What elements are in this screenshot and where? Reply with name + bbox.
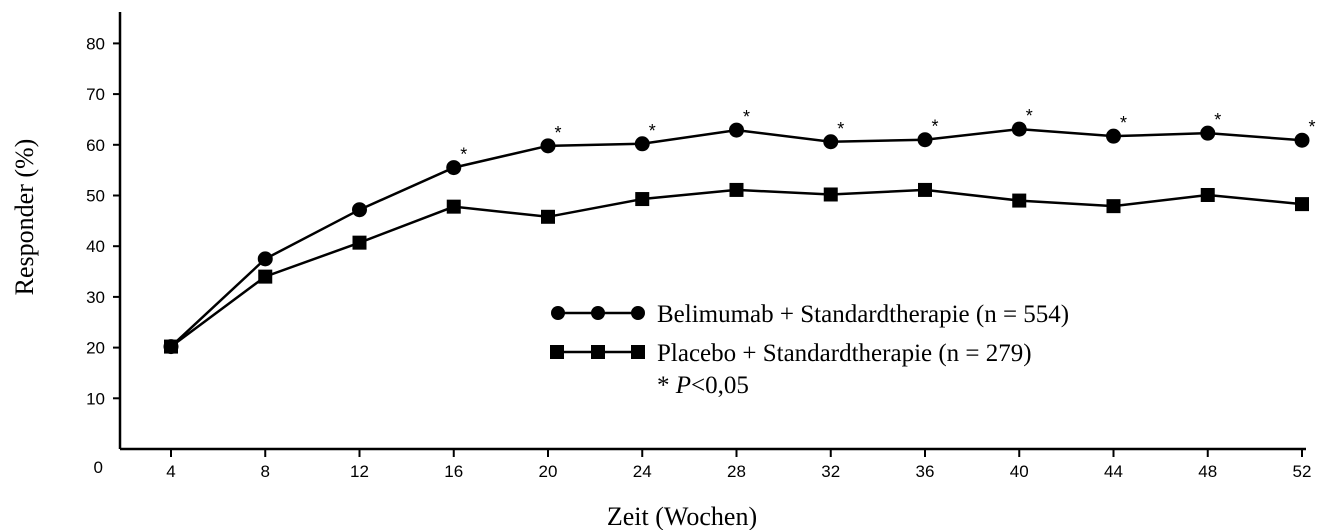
data-point-circle: [446, 160, 462, 176]
legend-marker-circle: [631, 306, 645, 320]
legend-marker-circle: [551, 306, 565, 320]
significance-star: *: [743, 107, 750, 127]
data-point-square: [352, 235, 367, 250]
x-tick-label: 16: [444, 462, 463, 481]
data-point-circle: [1294, 132, 1310, 148]
y-tick-label: 70: [86, 85, 105, 104]
y-tick-label: 10: [86, 389, 105, 408]
x-tick-label: 20: [539, 462, 558, 481]
data-point-square: [1106, 199, 1121, 214]
data-point-square: [258, 269, 273, 284]
x-tick-label: 48: [1198, 462, 1217, 481]
x-tick-label: 36: [916, 462, 935, 481]
significance-note: * P<0,05: [657, 372, 749, 399]
data-point-square: [823, 187, 838, 202]
significance-star: *: [1120, 113, 1127, 133]
legend: Belimumab + Standardtherapie (n = 554) P…: [550, 301, 1069, 399]
significance-note-prefix: *: [657, 372, 676, 399]
legend-marker-square: [550, 345, 564, 359]
x-axis-title: Zeit (Wochen): [607, 502, 757, 530]
data-point-square: [1200, 187, 1215, 202]
significance-star: *: [837, 119, 844, 139]
data-point-square: [446, 199, 461, 214]
data-point-square: [635, 192, 650, 207]
x-axis-ticks: 4 8 12 16 20 24 28 32 36 40 44 48 52: [166, 449, 1311, 481]
y-tick-label: 30: [86, 288, 105, 307]
x-tick-label: 12: [350, 462, 369, 481]
significance-star: *: [931, 117, 938, 137]
significance-note-p: P: [675, 372, 691, 399]
data-point-square: [918, 182, 932, 197]
y-tick-label: 40: [86, 237, 105, 256]
x-tick-label: 28: [727, 462, 746, 481]
x-tick-label: 32: [821, 462, 840, 481]
legend-marker-square: [631, 345, 645, 359]
data-point-square: [729, 182, 744, 197]
data-point-circle: [352, 202, 367, 218]
x-tick-label: 40: [1010, 462, 1029, 481]
legend-marker-square: [591, 345, 605, 359]
x-tick-label: 24: [633, 462, 652, 481]
data-point-circle: [823, 134, 839, 150]
legend-item-belimumab: Belimumab + Standardtherapie (n = 554): [551, 301, 1069, 328]
data-point-square: [541, 209, 555, 224]
legend-item-placebo: Placebo + Standardtherapie (n = 279): [550, 340, 1032, 367]
y-axis-ticks: 0 10 20 30 40 50 60 70 80: [86, 34, 120, 477]
series-layer: [163, 121, 1310, 355]
data-point-circle: [729, 122, 744, 138]
data-point-square: [1295, 197, 1309, 212]
significance-star: *: [649, 121, 656, 141]
y-tick-label: 0: [94, 458, 103, 477]
y-tick-label: 60: [86, 136, 105, 155]
y-tick-label: 50: [86, 187, 105, 206]
series-placebo: [164, 182, 1309, 354]
data-point-circle: [257, 251, 273, 267]
x-tick-label: 8: [261, 462, 270, 481]
data-point-circle: [1200, 125, 1216, 141]
data-point-circle: [917, 132, 933, 148]
y-axis-title: Responder (%): [10, 139, 39, 296]
axes: [118, 12, 1306, 451]
significance-star: *: [554, 123, 561, 143]
x-tick-label: 4: [166, 462, 175, 481]
legend-label-placebo: Placebo + Standardtherapie (n = 279): [657, 340, 1032, 367]
significance-star: *: [460, 145, 467, 165]
data-point-square: [1012, 193, 1027, 208]
data-point-circle: [1011, 121, 1027, 137]
significance-markers: * * * * * * * * * *: [460, 106, 1315, 165]
legend-marker-circle: [591, 306, 605, 320]
data-point-circle: [634, 136, 650, 152]
x-tick-label: 44: [1104, 462, 1123, 481]
significance-star: *: [1026, 106, 1033, 126]
data-point-circle: [540, 138, 556, 154]
y-tick-label: 80: [86, 34, 105, 53]
data-point-square: [164, 339, 178, 354]
significance-star: *: [1308, 117, 1315, 137]
significance-star: *: [1214, 110, 1221, 130]
x-tick-label: 52: [1293, 462, 1312, 481]
data-point-circle: [1106, 128, 1121, 144]
legend-label-belimumab: Belimumab + Standardtherapie (n = 554): [657, 301, 1069, 328]
significance-note-value: <0,05: [691, 372, 749, 399]
y-tick-label: 20: [86, 339, 105, 358]
